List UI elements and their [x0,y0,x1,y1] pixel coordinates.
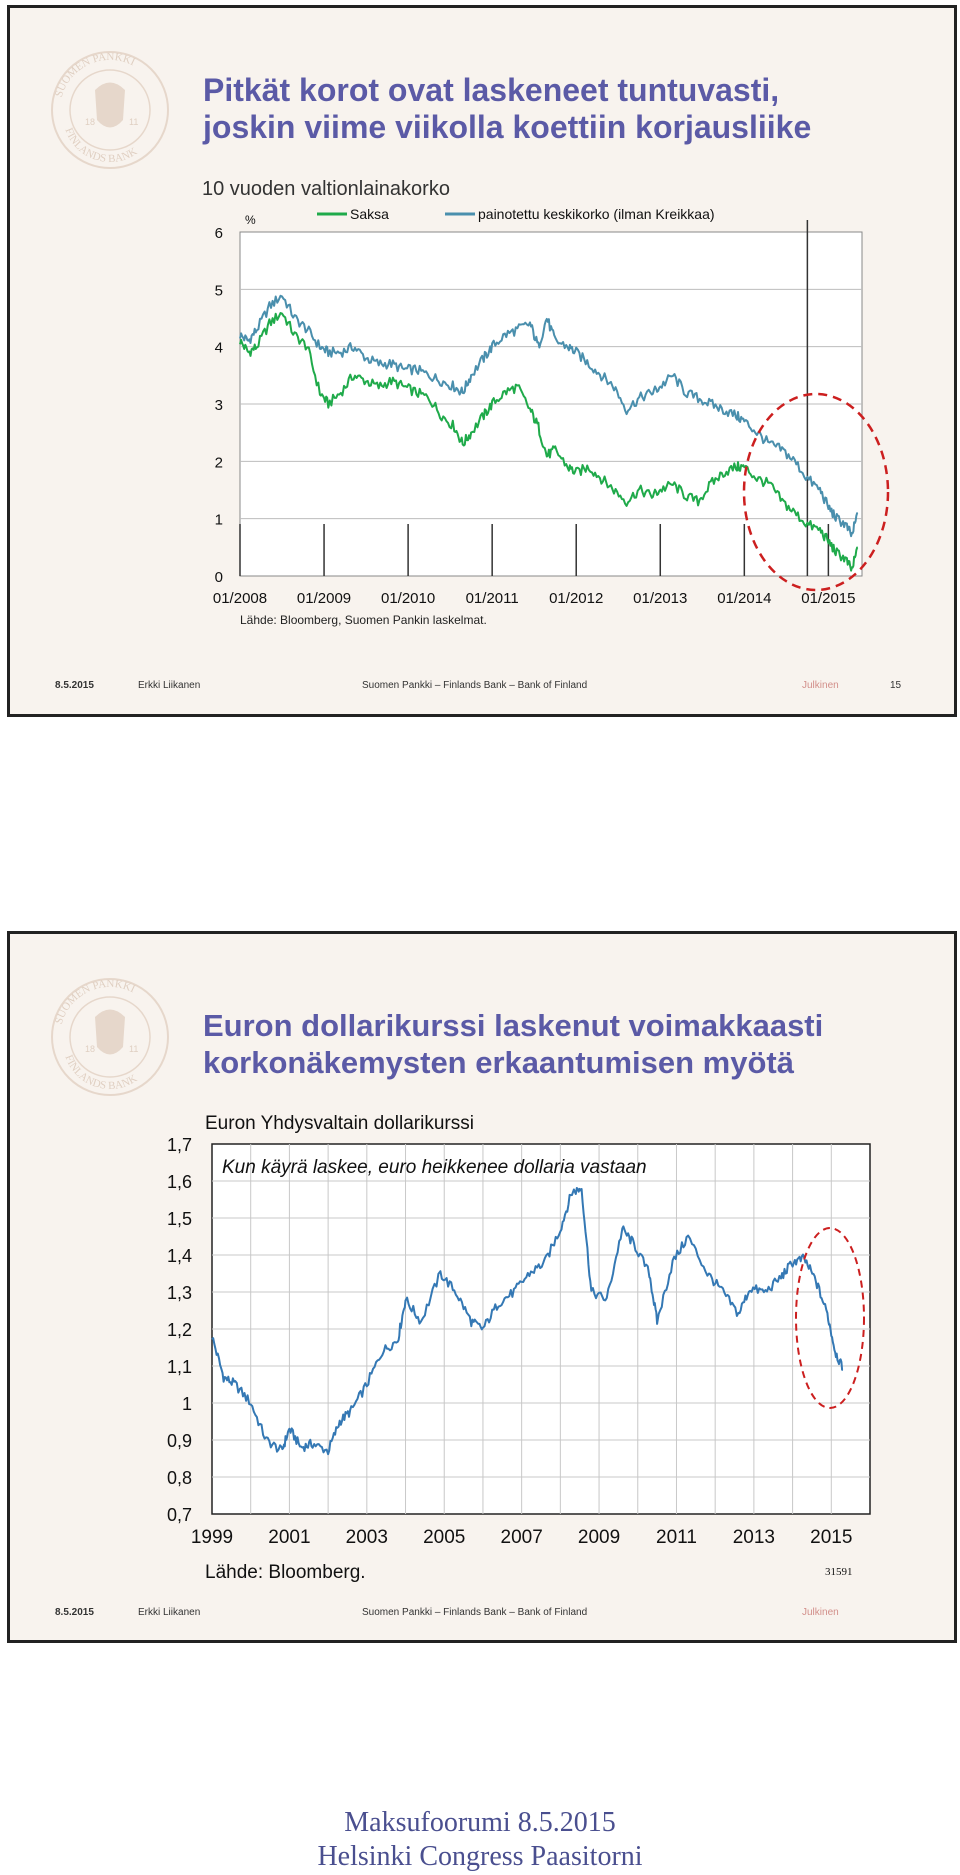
chart-2-y-tick-label: 1 [182,1394,192,1414]
chart-1-x-tick-label: 01/2008 [213,590,267,607]
chart-2-x-tick-label: 2015 [810,1527,852,1548]
chart-1-y-tick-label: 1 [215,512,223,529]
chart-2-y-tick-label: 0,7 [167,1505,192,1525]
chart-2-y-tick-label: 0,8 [167,1468,192,1488]
chart-1-y-tick-label: 4 [215,340,223,357]
chart-1-y-tick-label: 6 [215,225,223,242]
chart-1-legend-label: painotettu keskikorko (ilman Kreikkaa) [478,206,715,222]
logo-year-left: 18 [85,117,95,127]
chart-2-x-tick-label: 2007 [501,1527,543,1548]
chart-1-source: Lähde: Bloomberg, Suomen Pankin laskelma… [240,613,487,627]
chart-2-x-tick-label: 2003 [346,1527,388,1548]
chart-2-x-tick-label: 1999 [191,1527,233,1548]
slide-1-footer-author: Erkki Liikanen [138,680,201,691]
slide-1-footer-org: Suomen Pankki – Finlands Bank – Bank of … [362,680,588,691]
slide-2-title-line-1: Euron dollarikurssi laskenut voimakkaast… [203,1008,824,1043]
slide-1-title-line-2: joskin viime viikolla koettiin korjausli… [203,109,812,145]
chart-2-y-tick-label: 1,2 [167,1320,192,1340]
chart-2-y-tick-label: 1,1 [167,1357,192,1377]
slide-1-title-line-1: Pitkät korot ovat laskeneet tuntuvasti, [203,72,780,108]
chart-1-y-tick-label: 5 [215,282,223,299]
logo-year-right: 11 [129,117,138,127]
slide-1-footer-date: 8.5.2015 [55,680,94,691]
event-name: Maksufoorumi 8.5.2015 [344,1807,616,1838]
chart-1-highlight-ellipse [742,392,890,592]
chart-1-y-tick-label: 0 [215,569,223,586]
event-venue: Helsinki Congress Paasitorni [317,1841,643,1872]
chart-2-x-tick-label: 2009 [578,1527,620,1548]
chart-1-x-tick-label: 01/2015 [801,590,855,607]
slide-1-footer-classification: Julkinen [802,680,839,691]
chart-1-y-tick-label: 2 [215,454,223,471]
chart-1-x-tick-label: 01/2010 [381,590,435,607]
chart-2-y-tick-label: 1,6 [167,1172,192,1192]
chart-2-highlight-ellipse [795,1227,865,1409]
chart-2-code: 31591 [825,1566,853,1578]
chart-1-x-tick-label: 01/2014 [717,590,771,607]
logo-year-right: 11 [129,1044,138,1054]
chart-2-x-tick-label: 2001 [268,1527,310,1548]
chart-1-y-axis-label: % [245,213,256,227]
slide-2-title: Euron dollarikurssi laskenut voimakkaast… [203,1007,823,1081]
slide-1-title: Pitkät korot ovat laskeneet tuntuvasti, … [203,72,811,146]
chart-1-title: 10 vuoden valtionlainakorko [202,178,450,200]
chart-2-y-tick-label: 1,4 [167,1246,192,1266]
chart-1-legend-label: Saksa [350,206,389,222]
logo-year-left: 18 [85,1044,95,1054]
chart-1-x-tick-label: 01/2013 [633,590,687,607]
chart-2-y-tick-label: 1,3 [167,1283,192,1303]
slide-2-footer-org: Suomen Pankki – Finlands Bank – Bank of … [362,1607,588,1618]
chart-2-x-tick-label: 2005 [423,1527,465,1548]
chart-1: 0 1 2 3 4 5 6% 01/2008 01/2009 01/2010 01/2011 01/2… [213,206,890,607]
chart-1-x-tick-label: 01/2009 [297,590,351,607]
bank-logo-icon: SUOMEN PANKKI FINLANDS BANK 18 11 [51,51,169,169]
chart-2-y-tick-label: 0,9 [167,1431,192,1451]
chart-2-annotation: Kun käyrä laskee, euro heikkenee dollari… [222,1157,647,1178]
chart-2-series-line-0 [211,1187,844,1456]
chart-2-source: Lähde: Bloomberg. [205,1562,366,1583]
chart-2-title: Euron Yhdysvaltain dollarikurssi [205,1113,474,1134]
slide-2-footer-classification: Julkinen [802,1607,839,1618]
slide-2-title-line-2: korkonäkemysten erkaantumisen myötä [203,1045,794,1080]
chart-1-series-line-0 [239,312,859,572]
chart-2-y-tick-label: 1,7 [167,1135,192,1155]
slide-2-footer-date: 8.5.2015 [55,1607,94,1618]
chart-2-y-tick-label: 1,5 [167,1209,192,1229]
chart-1-x-tick-label: 01/2012 [549,590,603,607]
slide-2-footer-author: Erkki Liikanen [138,1607,201,1618]
chart-1-x-tick-label: 01/2011 [466,590,519,607]
chart-2-x-tick-label: 2011 [656,1527,697,1548]
slide-1-footer-page: 15 [890,680,902,691]
chart-1-y-tick-label: 3 [215,397,223,414]
chart-1-series-line-1 [239,294,859,538]
bank-logo-icon: SUOMEN PANKKI FINLANDS BANK 18 11 [51,978,169,1096]
chart-2-x-tick-label: 2013 [733,1527,775,1548]
